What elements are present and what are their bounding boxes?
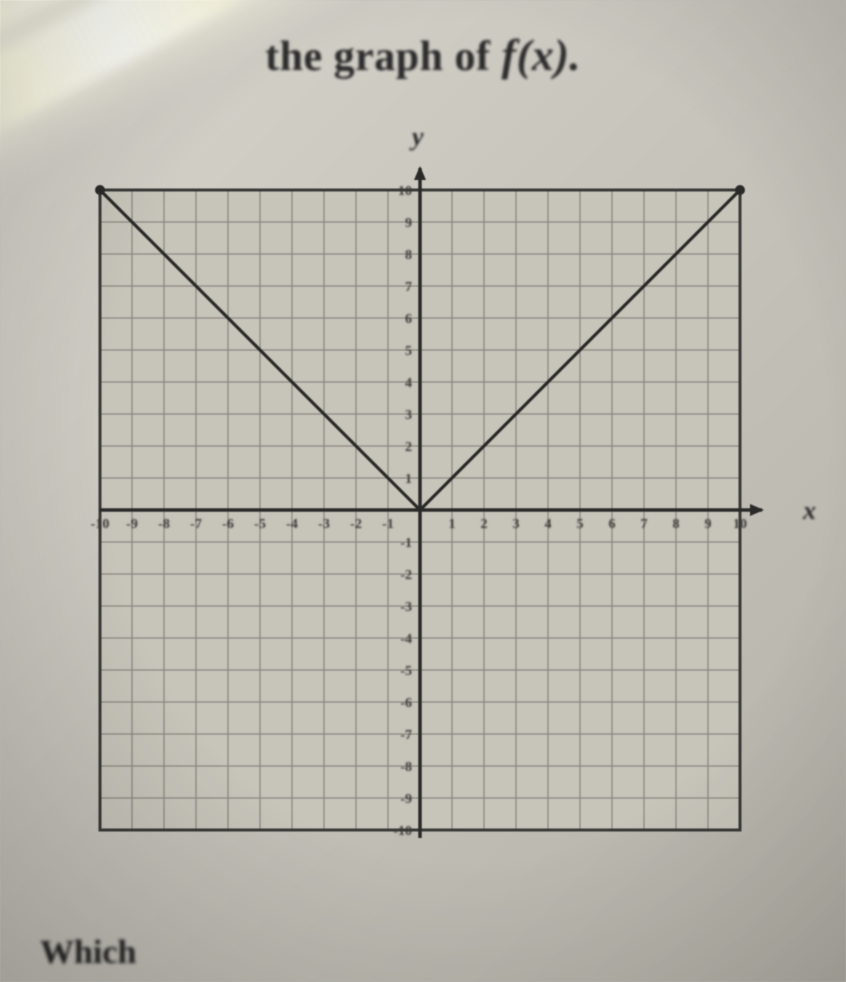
svg-text:-6: -6	[400, 696, 412, 711]
svg-text:2: 2	[481, 517, 488, 532]
page-surface: the graph of f(x). y x -10 -9 -8 -7 -6 -5 -4 -3…	[0, 0, 846, 982]
svg-text:6: 6	[405, 312, 412, 327]
svg-text:3: 3	[513, 517, 520, 532]
svg-text:-9: -9	[400, 792, 412, 807]
svg-text:10: 10	[733, 517, 747, 532]
y-axis-label: y	[412, 122, 424, 152]
svg-text:-2: -2	[350, 517, 362, 532]
svg-text:-8: -8	[158, 517, 170, 532]
cutoff-text: Which	[40, 934, 136, 972]
svg-text:4: 4	[545, 517, 552, 532]
chart-container: y x -10-9-8-7-6-5-4-3-2-1123456789101234…	[60, 150, 780, 870]
svg-text:-1: -1	[382, 517, 394, 532]
svg-text:10: 10	[398, 184, 412, 199]
svg-text:1: 1	[405, 472, 412, 487]
svg-text:-4: -4	[286, 517, 298, 532]
x-axis-label: x	[803, 496, 816, 526]
svg-text:3: 3	[405, 408, 412, 423]
svg-text:9: 9	[705, 517, 712, 532]
svg-text:-1: -1	[400, 536, 412, 551]
svg-text:-6: -6	[222, 517, 234, 532]
svg-text:7: 7	[405, 280, 412, 295]
svg-text:-2: -2	[400, 568, 412, 583]
svg-text:-4: -4	[400, 632, 412, 647]
svg-text:7: 7	[641, 517, 648, 532]
svg-text:5: 5	[405, 344, 412, 359]
svg-text:8: 8	[405, 248, 412, 263]
svg-text:1: 1	[449, 517, 456, 532]
svg-text:-7: -7	[400, 728, 412, 743]
svg-text:-10: -10	[91, 517, 110, 532]
svg-text:-3: -3	[318, 517, 330, 532]
svg-text:-8: -8	[400, 760, 412, 775]
svg-text:-5: -5	[254, 517, 266, 532]
title-fx: f(x).	[501, 31, 580, 80]
svg-text:-3: -3	[400, 600, 412, 615]
svg-text:5: 5	[577, 517, 584, 532]
coordinate-plane: -10 -9 -8 -7 -6 -5 -4 -3 -2 -1 1 2 3 4 5 6 7 8 9 10 1 2 3 4 5 6 7 8…	[60, 150, 780, 870]
svg-text:6: 6	[609, 517, 616, 532]
page-title: the graph of f(x).	[0, 30, 846, 81]
title-prefix: the graph of	[265, 34, 501, 80]
svg-text:8: 8	[673, 517, 680, 532]
svg-text:-9: -9	[126, 517, 138, 532]
svg-text:-10: -10	[393, 824, 412, 839]
svg-text:2: 2	[405, 440, 412, 455]
svg-text:-5: -5	[400, 664, 412, 679]
svg-text:4: 4	[405, 376, 412, 391]
svg-text:-7: -7	[190, 517, 202, 532]
svg-text:9: 9	[405, 216, 412, 231]
